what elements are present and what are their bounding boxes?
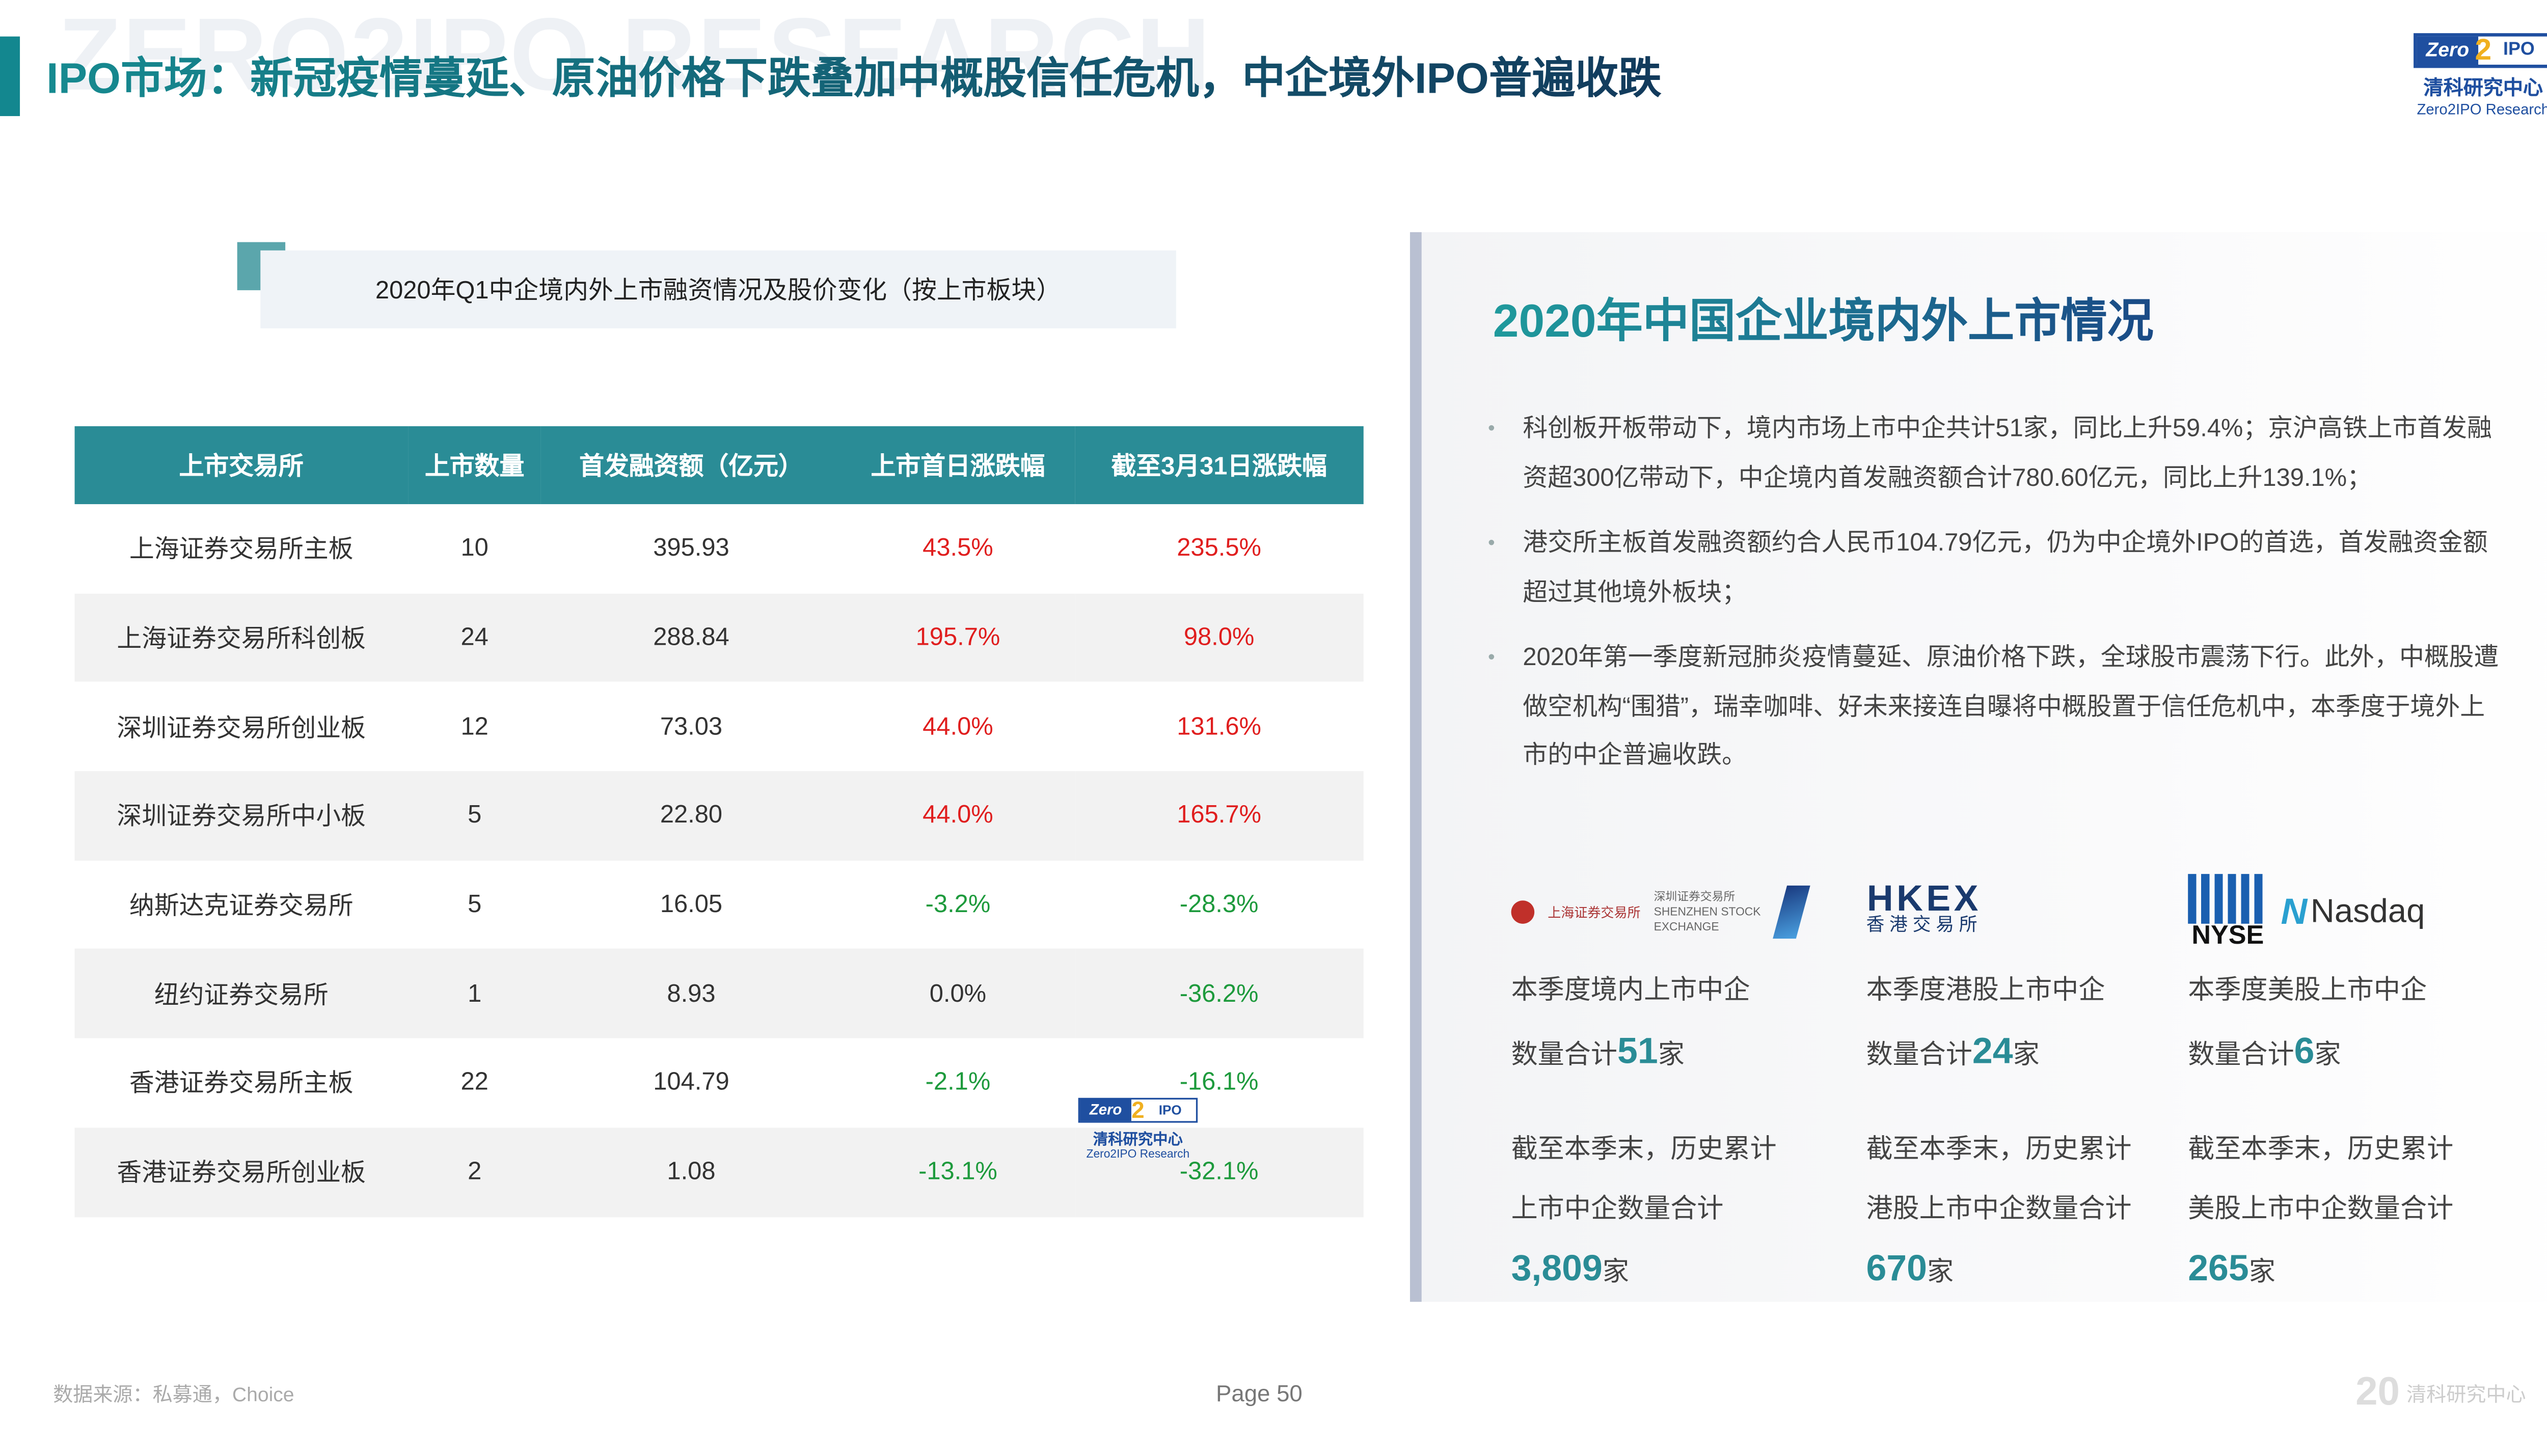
stat-hk: HKEX 香港交易所 本季度港股上市中企 数量合计24家 截至本季末，历史累计 港… <box>1866 862 2198 1298</box>
table-cell: -13.1% <box>841 1127 1075 1217</box>
bullet-item: 2020年第一季度新冠肺炎疫情蔓延、原油价格下跌，全球股市震荡下行。此外，中概股… <box>1488 634 2503 780</box>
table-row: 香港证券交易所主板 22 104.79 -2.1% -16.1% <box>75 1038 1364 1128</box>
table-cell: 上海证券交易所科创板 <box>74 593 408 682</box>
table-cell: 22.80 <box>541 771 842 861</box>
column-header: 上市数量 <box>408 426 541 504</box>
table-cell: 288.84 <box>541 593 842 682</box>
table-subtitle: 2020年Q1中企境内外上市融资情况及股价变化（按上市板块） <box>260 250 1176 328</box>
page-title: IPO市场：新冠疫情蔓延、原油价格下跌叠加中概股信任危机，中企境外IPO普遍收跌 <box>46 45 1661 106</box>
table-cell: 43.5% <box>923 534 993 563</box>
table-cell: -16.1% <box>1179 1068 1259 1097</box>
table-cell: 131.6% <box>1177 712 1261 741</box>
hkex-logo: HKEX 香港交易所 <box>1866 877 1983 936</box>
table-watermark-logo: Zero 2 IPO 清科研究中心 Zero2IPO Research <box>1078 1098 1198 1161</box>
stat-us: NYSE N Nasdaq 本季度美股上市中企 数量合计6家 截至本季末，历史累计… <box>2188 862 2519 1298</box>
table-cell: 深圳证券交易所中小板 <box>74 771 408 861</box>
table-cell: 44.0% <box>923 712 993 741</box>
table-cell: 44.0% <box>841 771 1075 861</box>
table-cell: 12 <box>460 712 489 741</box>
table-cell: -36.2% <box>1074 949 1364 1038</box>
table-row: 上海证券交易所科创板 24 288.84 195.7% 98.0% <box>74 593 1364 682</box>
panel-title: 2020年中国企业境内外上市情况 <box>1493 285 2154 351</box>
nyse-nasdaq-logo: NYSE N Nasdaq <box>2188 862 2519 961</box>
table-cell: -32.1% <box>1074 1127 1364 1217</box>
table-cell: 104.79 <box>653 1068 729 1097</box>
bullet-item: 港交所主板首发融资额约合人民币104.79亿元，仍为中企境外IPO的首选，首发融… <box>1488 519 2503 617</box>
table-cell: 纽约证券交易所 <box>74 949 408 1038</box>
table-row: 纽约证券交易所 1 8.93 0.0% -36.2% <box>74 949 1364 1038</box>
table-cell: -3.2% <box>925 890 991 919</box>
table-row: 纳斯达克证券交易所 5 16.05 -3.2% -28.3% <box>75 860 1364 949</box>
table-cell: 395.93 <box>653 534 729 563</box>
table-cell: -2.1% <box>925 1068 991 1097</box>
column-header: 上市首日涨跌幅 <box>841 426 1075 504</box>
table-cell: 195.7% <box>841 593 1075 682</box>
table-cell: 深圳证券交易所创业板 <box>117 714 366 743</box>
title-accent-bar <box>0 36 20 116</box>
table-cell: 98.0% <box>1074 593 1364 682</box>
table-cell: 1 <box>408 949 541 1038</box>
table-cell: 73.03 <box>660 712 723 741</box>
table-cell: -28.3% <box>1179 890 1259 919</box>
column-header: 截至3月31日涨跌幅 <box>1074 426 1364 504</box>
table-cell: 上海证券交易所主板 <box>129 536 354 565</box>
table-cell: 165.7% <box>1074 771 1364 861</box>
stat-domestic: 上海证券交易所 深圳证券交易所 SHENZHEN STOCK EXCHANGE 本… <box>1511 862 1843 1298</box>
table-cell: 纳斯达克证券交易所 <box>129 892 354 921</box>
table-cell: 8.93 <box>541 949 842 1038</box>
table-row: 深圳证券交易所创业板 12 73.03 44.0% 131.6% <box>75 682 1364 772</box>
footer-logo: 20 清科研究中心 <box>2355 1369 2526 1415</box>
table-cell: 5 <box>468 890 482 919</box>
watermark: ZERO2IPO RESEARCH <box>58 0 1212 115</box>
table-cell: 235.5% <box>1177 534 1261 563</box>
table-cell: 10 <box>460 534 489 563</box>
table-row: 香港证券交易所创业板 2 1.08 -13.1% -32.1% <box>74 1127 1364 1217</box>
sse-szse-logo: 上海证券交易所 深圳证券交易所 SHENZHEN STOCK EXCHANGE <box>1511 862 1843 961</box>
table-cell: 1.08 <box>541 1127 842 1217</box>
page-number: Page 50 <box>1215 1380 1303 1407</box>
table-cell: 0.0% <box>841 949 1075 1038</box>
table-cell: 2 <box>408 1127 541 1217</box>
ipo-table: 上市交易所 上市数量 首发融资额（亿元） 上市首日涨跌幅 截至3月31日涨跌幅 上海证券… <box>74 426 1364 1217</box>
table-row: 上海证券交易所主板 10 395.93 43.5% 235.5% <box>75 504 1364 593</box>
table-row: 深圳证券交易所中小板 5 22.80 44.0% 165.7% <box>74 771 1364 861</box>
table-cell: 22 <box>460 1068 489 1097</box>
table-cell: 香港证券交易所主板 <box>129 1070 354 1099</box>
bullet-item: 科创板开板带动下，境内市场上市中企共计51家，同比上升59.4%；京沪高铁上市首… <box>1488 405 2503 503</box>
table-cell: 香港证券交易所创业板 <box>74 1127 408 1217</box>
zero2ipo-logo: Zero 2 IPO 清科研究中心 Zero2IPO Research <box>2410 33 2547 118</box>
data-source: 数据来源：私募通，Choice <box>53 1383 294 1407</box>
bullet-list: 科创板开板带动下，境内市场上市中企共计51家，同比上升59.4%；京沪高铁上市首… <box>1488 405 2503 797</box>
table-cell: 24 <box>408 593 541 682</box>
table-cell: 5 <box>408 771 541 861</box>
table-cell: 16.05 <box>660 890 723 919</box>
column-header: 上市交易所 <box>74 426 408 504</box>
column-header: 首发融资额（亿元） <box>541 426 842 504</box>
